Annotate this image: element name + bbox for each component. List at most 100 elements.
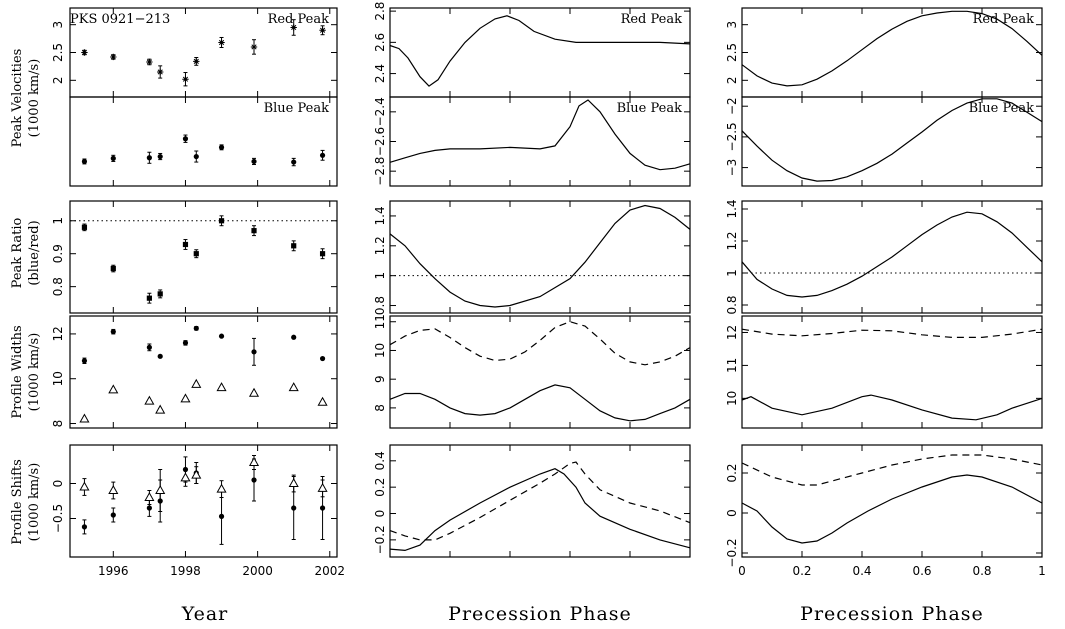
obs-peak-ratio-point-square [291, 243, 297, 249]
model-a-profile-widths-ytick-label: 11 [373, 314, 387, 329]
model-a-peak-ratio-ytick-label: 1 [373, 272, 387, 280]
obs-profile-shifts-point-triangle [317, 482, 328, 492]
obs-peak-ratio-ytick-label: 0.9 [51, 244, 65, 263]
row1-ylabel-line1: Peak Velocities [10, 49, 25, 148]
model-b-profile-shifts-frame [741, 444, 1043, 558]
model-a-red-peak-ytick-label: 2.8 [373, 2, 387, 21]
model-a-blue-peak-series-solid [389, 99, 691, 171]
model-a-peak-ratio-series-solid [389, 204, 691, 308]
model-b-profile-shifts-ytick-label: −0.2 [725, 538, 739, 567]
obs-profile-shifts-point-triangle [191, 469, 202, 479]
obs-profile-shifts-xtick-label: 2002 [315, 564, 346, 578]
model-a-profile-widths-series-dashed [389, 321, 691, 366]
model-b-red-peak-series-solid [741, 10, 1043, 87]
model-a-red-peak-panel: 2.4 2.6 2.8 Red Peak [373, 2, 691, 98]
obs-blue-peak-panel: Blue Peak [69, 96, 338, 187]
obs-peak-ratio-ytick-label: 1 [51, 217, 65, 225]
model-b-profile-widths-series-dashed [741, 328, 1043, 338]
obs-peak-ratio-point-square [146, 295, 152, 301]
row3-ylabel-line2: (1000 km/s) [27, 333, 42, 412]
obs-peak-ratio-frame [69, 200, 338, 314]
model-b-red-peak-ytick-label: 3 [725, 21, 739, 29]
model-a-profile-shifts-panel: −0.2 0 0.2 0.4 [373, 444, 691, 558]
obs-peak-ratio-panel: 0.8 0.9 1 [51, 200, 338, 314]
obs-profile-widths-point-dot [319, 355, 326, 362]
xlabel-left: Year [181, 603, 229, 625]
obs-profile-widths-point-triangle [248, 387, 260, 397]
model-b-red-peak-ytick-label: 2.5 [725, 43, 739, 62]
model-b-peak-ratio-ytick-label: 1.2 [725, 231, 739, 250]
obs-red-peak-point-star [218, 39, 225, 46]
row3-ylabel-line1: Profile Widths [10, 325, 25, 418]
xlabel-mid: Precession Phase [448, 603, 632, 625]
obs-blue-peak-frame [69, 96, 338, 187]
model-b-blue-peak-ytick-label: −2 [725, 97, 739, 115]
model-b-profile-widths-ytick-label: 10 [725, 391, 739, 406]
obs-profile-shifts-point-dot [291, 505, 297, 511]
model-a-profile-shifts-series-dashed [389, 461, 691, 541]
row2-ylabel-line2: (blue/red) [27, 220, 42, 285]
obs-red-peak-point-star [110, 53, 117, 61]
model-b-profile-shifts-panel: 0 0.2 0.4 0.6 0.8 1−0.200.2 [725, 444, 1046, 578]
model-b-peak-ratio-ytick-label: 0.8 [725, 295, 739, 314]
model-b-profile-shifts-xtick-label: 0 [738, 564, 746, 578]
obs-red-peak-point-star [157, 68, 164, 76]
obs-profile-shifts-ytick-label: 0 [51, 480, 65, 488]
model-b-profile-shifts-xtick-label: 0.8 [972, 564, 991, 578]
obs-profile-shifts-point-dot [146, 505, 152, 511]
obs-peak-ratio-point-square [182, 241, 189, 248]
model-a-red-peak-ytick-label: 2.4 [373, 64, 387, 83]
obs-profile-shifts-point-dot [218, 513, 225, 520]
obs-profile-shifts-point-dot [110, 512, 116, 518]
obs-profile-widths-point-dot [146, 344, 152, 350]
model-a-profile-shifts-series-solid [389, 468, 691, 552]
obs-profile-widths-point-triangle [79, 413, 90, 423]
obs-profile-widths-point-triangle [317, 396, 328, 406]
obs-blue-peak-point-dot [81, 158, 88, 165]
obs-peak-ratio-point-square [110, 265, 116, 272]
model-a-profile-shifts-ytick-label: 0 [373, 510, 387, 518]
model-b-peak-ratio-frame [741, 200, 1043, 314]
model-b-peak-ratio-ytick-label: 1.4 [725, 199, 739, 218]
obs-peak-ratio-point-square [319, 251, 326, 257]
obs-profile-widths-point-triangle [216, 382, 227, 392]
obs-red-peak-point-star [81, 49, 88, 56]
obs-peak-ratio-ytick-label: 0.8 [51, 277, 65, 296]
model-a-blue-peak-ytick-label: −2.8 [373, 157, 387, 186]
model-b-blue-peak-series-solid [741, 98, 1043, 182]
obs-profile-widths-point-dot [81, 358, 88, 364]
model-a-blue-peak-panel: −2.8−2.6−2.4 Blue Peak [373, 96, 691, 187]
obs-peak-ratio-point-square [218, 218, 225, 224]
obs-red-peak-point-star [146, 58, 153, 66]
obs-profile-shifts-point-dot [81, 524, 88, 530]
obs-profile-shifts-point-triangle [180, 472, 191, 482]
obs-profile-widths-point-triangle [155, 404, 166, 414]
obs-profile-widths-point-triangle [191, 378, 202, 388]
obs-blue-peak-point-dot [291, 159, 297, 165]
obs-profile-shifts-xtick-label: 1998 [170, 564, 201, 578]
obs-red-peak-ytick-label: 2.5 [51, 43, 65, 62]
model-b-profile-shifts-xtick-label: 0.4 [852, 564, 871, 578]
obs-red-peak-panel-label: Red Peak [268, 12, 330, 27]
obs-blue-peak-point-dot [193, 153, 199, 160]
obs-blue-peak-point-dot [182, 136, 189, 142]
model-a-blue-peak-ytick-label: −2.6 [373, 127, 387, 156]
obs-profile-shifts-point-triangle [248, 456, 260, 466]
model-b-profile-widths-frame [741, 315, 1043, 429]
model-b-peak-ratio-panel: 0.8 1 1.2 1.4 [725, 199, 1043, 315]
xlabel-right: Precession Phase [800, 603, 984, 625]
model-b-blue-peak-panel-label: Blue Peak [969, 101, 1035, 116]
obs-profile-shifts-point-dot [319, 505, 326, 511]
model-a-peak-ratio-frame [389, 200, 691, 314]
obs-profile-widths-point-triangle [180, 393, 191, 403]
model-a-peak-ratio-ytick-label: 1.4 [373, 206, 387, 225]
obs-profile-shifts-xtick-label: 2000 [242, 564, 273, 578]
row1-ylabel-line2: (1000 km/s) [27, 59, 42, 138]
obs-profile-widths-point-dot [291, 334, 297, 340]
model-b-profile-widths-ytick-label: 11 [725, 358, 739, 373]
obs-profile-widths-ytick-label: 8 [51, 420, 65, 428]
model-b-red-peak-ytick-label: 2 [725, 76, 739, 84]
model-a-red-peak-panel-label: Red Peak [621, 12, 683, 27]
model-a-blue-peak-panel-label: Blue Peak [617, 101, 683, 116]
